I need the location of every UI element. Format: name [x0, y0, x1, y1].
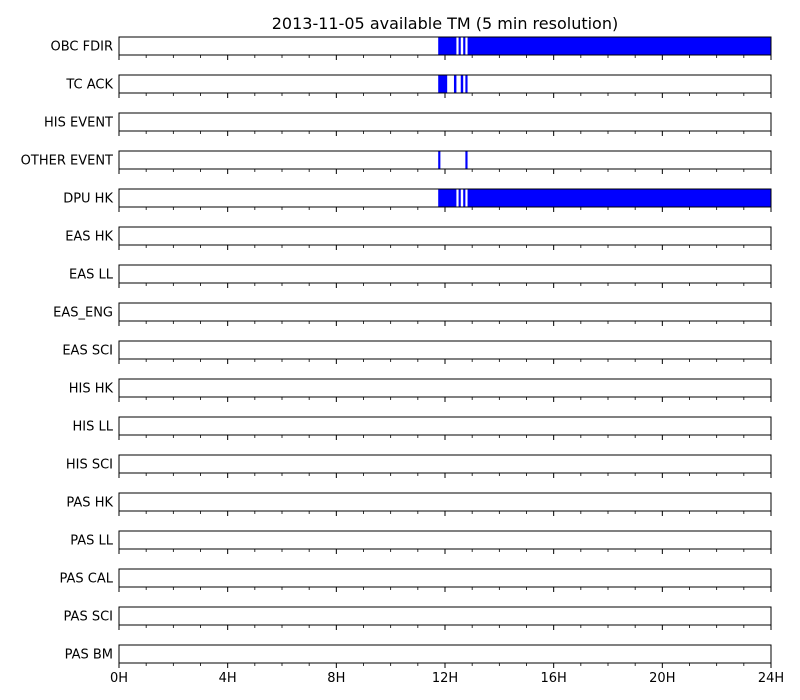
- row-label: PAS SCI: [64, 610, 113, 625]
- timeline-row: EAS HK: [65, 226, 772, 250]
- timeline-row: OBC FDIR: [51, 36, 772, 60]
- chart-title: 2013-11-05 available TM (5 min resolutio…: [272, 14, 618, 33]
- row-frame: [118, 112, 772, 132]
- timeline-row: PAS LL: [70, 530, 772, 554]
- row-label: HIS HK: [69, 382, 114, 397]
- row-frame: [118, 492, 772, 512]
- availability-bar: [465, 75, 468, 93]
- x-tick-label: 20H: [649, 671, 675, 686]
- timeline-row: PAS BM: [65, 644, 772, 668]
- availability-bar: [438, 189, 457, 207]
- availability-bar: [467, 189, 771, 207]
- row-frame: [118, 302, 772, 322]
- row-label: PAS CAL: [60, 572, 114, 587]
- row-frame: [118, 530, 772, 550]
- row-label: HIS SCI: [66, 458, 113, 473]
- row-frame: [118, 644, 772, 664]
- timeline-row: PAS HK: [66, 492, 772, 516]
- timeline-row: HIS SCI: [66, 454, 772, 478]
- row-label: EAS SCI: [62, 344, 113, 359]
- availability-bar: [465, 151, 468, 169]
- row-label: EAS_ENG: [53, 306, 113, 321]
- timeline-row: OTHER EVENT: [21, 150, 772, 174]
- row-frame: [118, 150, 772, 170]
- availability-bar: [467, 37, 771, 55]
- row-frame: [118, 378, 772, 398]
- row-label: HIS LL: [73, 420, 114, 435]
- x-tick-label: 4H: [219, 671, 237, 686]
- timeline-rows: OBC FDIR TC ACK HIS EVENT OTHER EVENT DPU HK…: [21, 36, 772, 668]
- timeline-row: PAS CAL: [60, 568, 772, 592]
- row-label: EAS LL: [69, 268, 114, 283]
- availability-bar: [438, 37, 457, 55]
- availability-bar: [458, 37, 461, 55]
- row-label: PAS BM: [65, 648, 113, 663]
- row-frame: [118, 606, 772, 626]
- row-label: EAS HK: [65, 230, 113, 245]
- availability-bar: [453, 75, 457, 93]
- timeline-row: EAS SCI: [62, 340, 772, 364]
- row-label: PAS LL: [70, 534, 114, 549]
- availability-bar: [463, 189, 466, 207]
- row-frame: [118, 340, 772, 360]
- row-label: OBC FDIR: [51, 40, 114, 55]
- availability-bar: [438, 75, 448, 93]
- availability-bar: [438, 151, 441, 169]
- timeline-row: PAS SCI: [64, 606, 772, 630]
- x-tick-label: 8H: [327, 671, 345, 686]
- row-label: OTHER EVENT: [21, 154, 113, 169]
- availability-bar: [458, 189, 461, 207]
- timeline-row: TC ACK: [65, 74, 772, 98]
- x-tick-label: 16H: [541, 671, 567, 686]
- row-frame: [118, 264, 772, 284]
- row-label: TC ACK: [65, 78, 113, 93]
- row-label: HIS EVENT: [44, 116, 113, 131]
- timeline-row: HIS LL: [73, 416, 772, 440]
- row-frame: [118, 568, 772, 588]
- row-label: PAS HK: [66, 496, 113, 511]
- x-tick-label: 24H: [758, 671, 784, 686]
- x-tick-label: 0H: [110, 671, 128, 686]
- row-frame: [118, 226, 772, 246]
- availability-bar: [460, 75, 464, 93]
- row-frame: [118, 416, 772, 436]
- timeline-row: EAS LL: [69, 264, 772, 288]
- timeline-row: EAS_ENG: [53, 302, 772, 326]
- x-tick-label: 12H: [432, 671, 458, 686]
- row-frame: [118, 454, 772, 474]
- row-label: DPU HK: [63, 192, 113, 207]
- timeline-row: DPU HK: [63, 188, 772, 212]
- timeline-row: HIS EVENT: [44, 112, 772, 136]
- availability-bar: [463, 37, 466, 55]
- x-axis: 0H 4H 8H 12H 16H 20H 24H: [110, 671, 784, 686]
- timeline-row: HIS HK: [69, 378, 772, 402]
